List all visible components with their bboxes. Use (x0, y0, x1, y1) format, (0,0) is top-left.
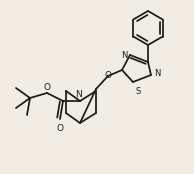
Text: O: O (56, 124, 63, 133)
Text: N: N (154, 69, 160, 78)
Text: O: O (105, 72, 112, 81)
Text: O: O (43, 83, 50, 92)
Text: N: N (122, 52, 128, 61)
Text: N: N (76, 90, 82, 99)
Text: S: S (135, 87, 140, 96)
